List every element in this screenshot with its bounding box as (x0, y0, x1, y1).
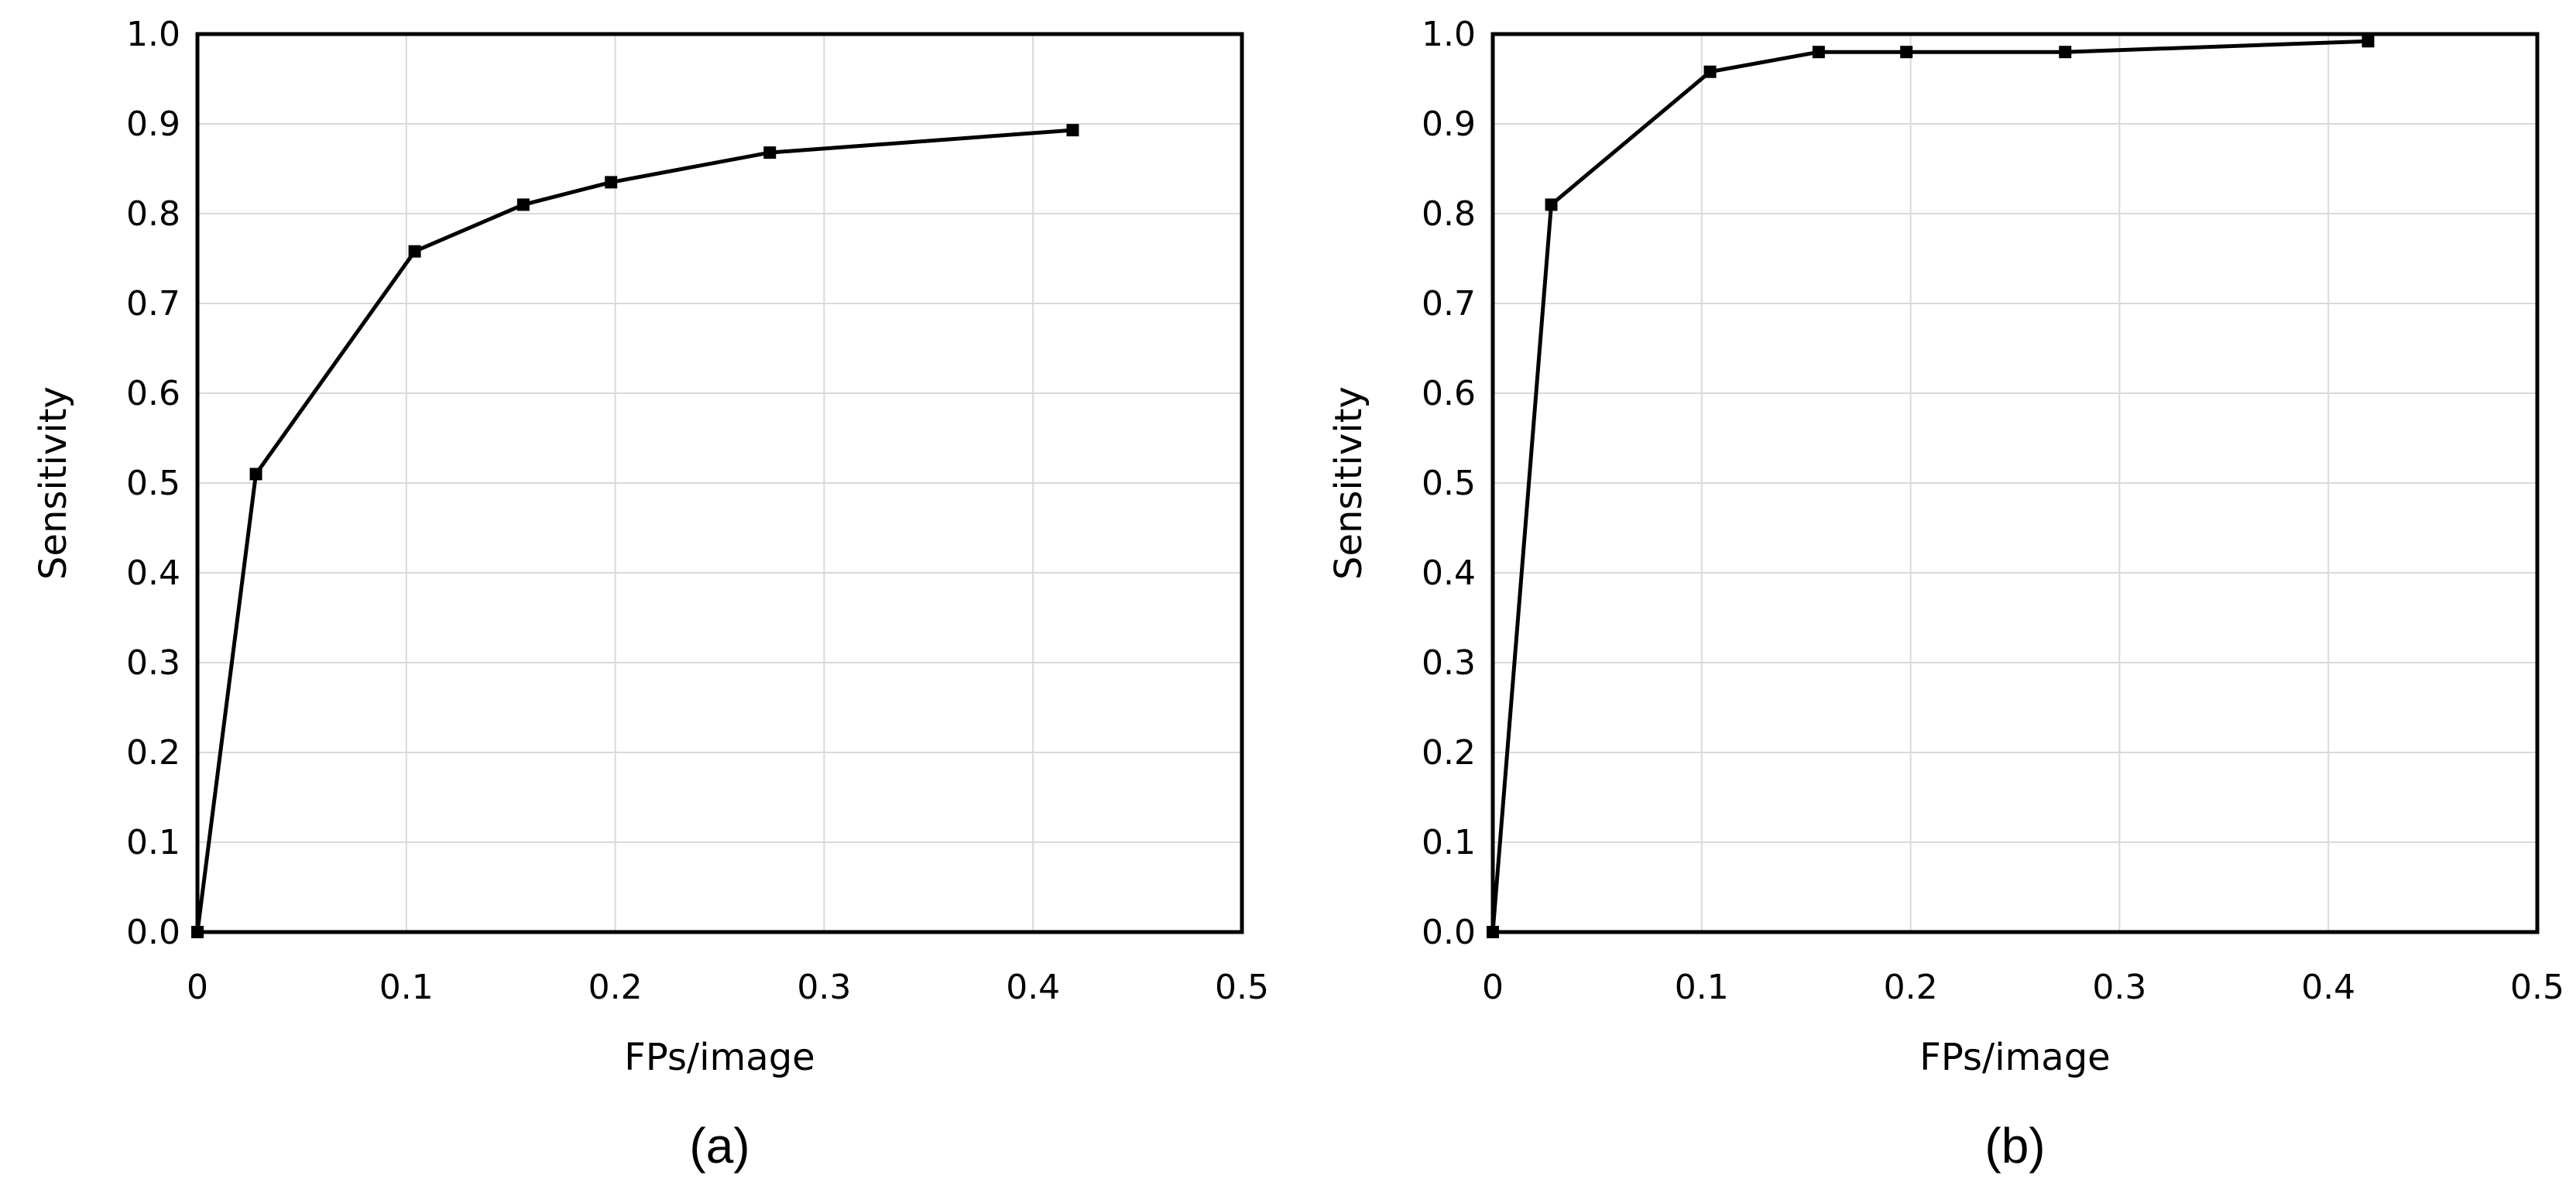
x-tick-labels: 0 0.1 0.2 0.3 0.4 0.5 (187, 968, 1269, 1007)
y-tick-label: 0.7 (1422, 284, 1476, 324)
y-tick-label: 0.4 (126, 554, 180, 593)
y-tick-label: 0.6 (1422, 374, 1476, 413)
series-line (1490, 39, 2368, 933)
x-axis-label: FPs/image (624, 1036, 815, 1079)
y-tick-labels: 0.0 0.1 0.2 0.3 0.4 0.5 0.6 0.7 0.8 0.9 1.0 (1422, 15, 1476, 952)
y-tick-labels: 0.0 0.1 0.2 0.3 0.4 0.5 0.6 0.7 0.8 0.9 1.0 (126, 15, 180, 952)
chart-panel-b: 0.00.10.20.30.40.50.60.70.80.91.0 0 0.1 0.… (1327, 15, 2564, 1174)
x-tick-label: 0.5 (2510, 968, 2564, 1007)
data-point (1900, 46, 1913, 59)
y-tick-label: 0.9 (126, 105, 180, 144)
y-tick-label: 0.5 (126, 464, 180, 503)
panel-label: (b) (1984, 1118, 2045, 1174)
y-tick-label: 0.0 (1422, 913, 1476, 952)
data-point (1703, 65, 1717, 78)
grid-lines (197, 33, 1243, 933)
series-markers (1487, 35, 2375, 938)
y-tick-label: 0.1 (126, 823, 180, 862)
x-tick-label: 0.2 (588, 968, 643, 1007)
x-tick-label: 0.3 (797, 968, 851, 1007)
y-tick-label: 0.3 (1422, 643, 1476, 683)
x-axis-label: FPs/image (1919, 1036, 2110, 1079)
data-point (516, 198, 530, 211)
y-tick-label: 0.5 (1422, 464, 1476, 503)
y-tick-label: 0.6 (126, 374, 180, 413)
chart-panel-a: 0.00.10.20.30.40.50.60.70.80.91.0 0 0.1 0.… (32, 15, 1269, 1174)
x-tick-labels: 0 0.1 0.2 0.3 0.4 0.5 (1482, 968, 2564, 1007)
y-tick-label: 0.2 (1422, 733, 1476, 773)
data-point (1066, 124, 1079, 137)
y-tick-label: 0.7 (126, 284, 180, 324)
y-tick-label: 0.0 (126, 913, 180, 952)
data-point (1487, 926, 1499, 938)
plot-frame (1490, 32, 2540, 934)
y-tick-label: 0.1 (1422, 823, 1476, 862)
data-point (2059, 46, 2072, 59)
data-point (191, 926, 204, 938)
data-point (1545, 198, 1558, 211)
x-tick-label: 0.1 (1675, 968, 1729, 1007)
data-point (249, 468, 262, 481)
y-tick-label: 0.3 (126, 643, 180, 683)
grid-lines (1492, 33, 2538, 933)
y-tick-label: 0.4 (1422, 554, 1476, 593)
y-tick-label: 0.8 (1422, 194, 1476, 234)
panel-label: (a) (689, 1118, 749, 1174)
x-tick-label: 0.4 (1006, 968, 1060, 1007)
y-tick-label: 0.2 (126, 733, 180, 773)
series-markers (191, 124, 1079, 938)
x-tick-label: 0.4 (2301, 968, 2355, 1007)
x-tick-label: 0 (187, 968, 208, 1007)
plot-frame (195, 32, 1244, 934)
y-tick-label: 1.0 (1422, 15, 1476, 54)
x-tick-label: 0.1 (379, 968, 434, 1007)
data-point (1812, 46, 1825, 59)
data-point (408, 245, 421, 258)
data-point (605, 176, 618, 189)
y-tick-label: 0.9 (1422, 105, 1476, 144)
series-line (195, 128, 1073, 933)
y-axis-label: Sensitivity (1327, 386, 1370, 580)
data-point (763, 146, 777, 159)
y-tick-label: 1.0 (126, 15, 180, 54)
x-tick-label: 0.3 (2092, 968, 2146, 1007)
data-point (2362, 35, 2375, 48)
x-tick-label: 0.2 (1884, 968, 1938, 1007)
y-tick-label: 0.8 (126, 194, 180, 234)
y-axis-label: Sensitivity (32, 386, 75, 580)
x-tick-label: 0 (1482, 968, 1504, 1007)
x-tick-label: 0.5 (1215, 968, 1269, 1007)
